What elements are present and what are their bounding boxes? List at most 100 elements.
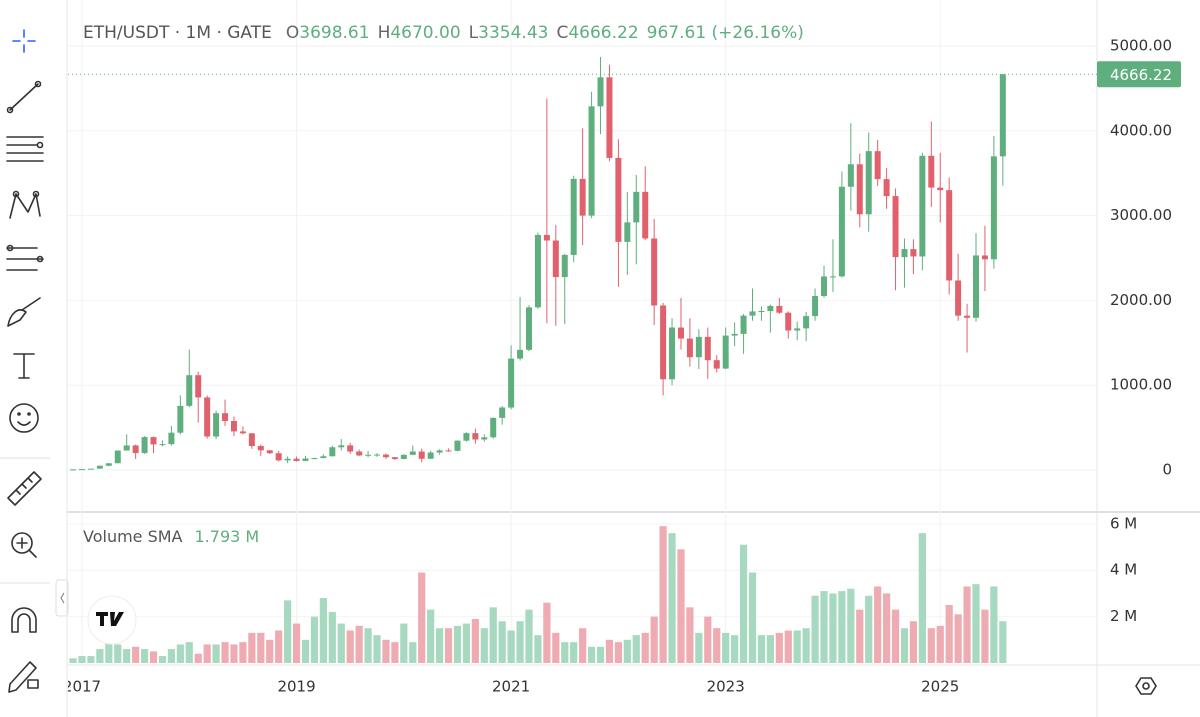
candle-body [454,440,461,451]
settings-icon [1142,682,1150,690]
volume-bar [704,616,712,663]
volume-bar [945,605,953,663]
volume-bar [149,651,158,663]
candle-body [803,316,810,329]
candle-body [230,420,237,432]
pattern-tool[interactable] [9,190,41,219]
collapse-button[interactable] [55,579,69,617]
volume-bar [400,623,408,663]
candle-body [829,276,836,278]
candle-body [821,276,828,296]
volume-bar [847,588,855,663]
candle-body [543,234,550,241]
volume-bar [829,593,837,663]
candle-body [79,469,85,471]
candle-body [660,305,667,380]
candle-body [776,305,783,313]
volume-bar [292,623,301,663]
volume-bar [838,591,846,663]
volume-bar [650,616,658,663]
zoom-tool[interactable] [11,532,37,558]
volume-bar [981,609,989,663]
candle-body [794,328,801,331]
ohlc-value: 4666.22 [568,23,638,43]
volume-bar [409,642,417,663]
volume-bar [739,544,748,663]
candle-body [186,375,193,406]
volume-bar [748,572,757,663]
candle-body [222,413,229,421]
volume-bar [641,632,649,663]
volume-bar [391,642,399,663]
candle-body [856,164,863,215]
volume-bar [382,639,390,663]
trendline-tool[interactable] [6,80,42,114]
candle-body [669,327,676,380]
symbol-legend: ETH/USDT · 1M · GATE O3698.61 H4670.00 L335… [83,23,804,43]
candle-body [114,450,121,464]
y-tick-label: 5000.00 [1110,36,1172,54]
volume-bar [757,635,766,663]
emoji-tool[interactable] [9,403,39,433]
y-tick-label: 3000.00 [1110,206,1172,224]
volume-bar [132,646,140,663]
volume-bar [686,607,694,663]
ohlc-value: 3698.61 [299,23,369,43]
candle-body [758,310,765,312]
volume-bar [418,572,426,663]
candle-body [677,327,684,339]
ruler-tool[interactable] [7,471,42,506]
candle-body [248,433,255,447]
forecast-tool[interactable] [6,244,44,271]
volume-bar [355,625,363,663]
volume-bar [820,591,828,663]
candle-body [955,280,962,316]
volume-bar [69,658,77,663]
candle-body [391,457,398,459]
settings-button[interactable] [1135,677,1157,695]
volume-bar [695,632,703,663]
y-tick-label: 1000.00 [1110,376,1172,394]
volume-bar [364,628,372,663]
brush-tool[interactable] [7,297,41,327]
text-tool[interactable] [13,353,35,379]
candle-body [740,315,747,334]
candle-body [892,196,899,258]
candle-body [633,191,640,223]
volume-bar [328,611,336,663]
last-price-badge [1097,61,1181,88]
magnet-tool[interactable] [11,607,37,633]
candle-body [731,333,738,336]
volume-bar [212,644,220,663]
volume-bar [954,614,962,663]
volume-bar [936,625,944,663]
candle-body [472,433,479,440]
volume-bar [605,639,614,663]
candle-body [919,155,926,257]
change-value: 967.61 (+26.16%) [647,23,804,43]
candle-body [302,458,309,461]
candle-body [132,445,139,454]
lock-tool[interactable] [8,661,39,693]
volume-bar [176,644,184,663]
volume-bar [677,549,685,663]
candle-body [239,431,246,434]
candle-body [141,437,148,454]
ohlc-label: H [378,23,391,43]
candle-body [838,186,845,277]
candle-body [338,445,345,448]
x-tick-label: 2017 [63,678,101,696]
volume-tick-label: 6 M [1110,514,1137,532]
volume-bar [78,656,86,663]
candle-body [284,458,291,461]
fib-tool[interactable] [6,136,44,162]
candle-body [767,305,774,311]
volume-bar [909,621,918,663]
y-tick-label: 2000.00 [1110,291,1172,309]
volume-bar [498,621,506,663]
candle-body [910,249,917,257]
volume-bar [266,639,274,663]
candle-body [445,450,452,452]
crosshair-tool[interactable] [12,29,36,53]
volume-bar [427,609,435,663]
